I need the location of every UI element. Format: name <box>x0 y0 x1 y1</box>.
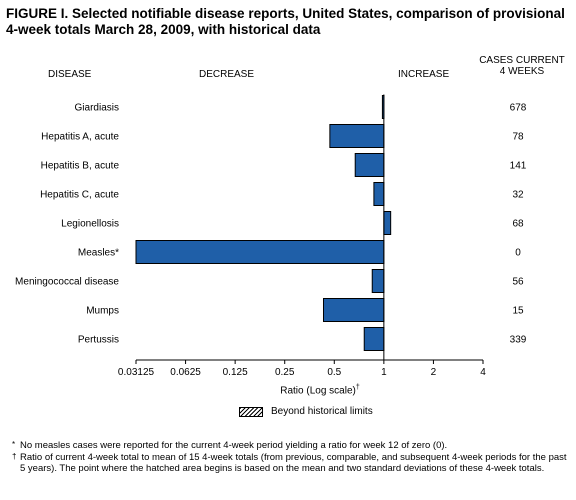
data-bar <box>354 153 385 177</box>
category-label: Meningococcal disease <box>15 277 119 288</box>
data-bar <box>383 211 392 235</box>
x-tick-label: 0.25 <box>275 367 295 378</box>
decrease-header: DECREASE <box>199 69 255 80</box>
increase-header: INCREASE <box>398 69 450 80</box>
figure-title: FIGURE I. Selected notifiable disease re… <box>6 6 565 37</box>
cases-value: 32 <box>512 190 524 201</box>
category-label: Pertussis <box>78 335 119 346</box>
footnotes: * No measles cases were reported for the… <box>12 440 568 475</box>
cases-value: 68 <box>512 219 524 230</box>
category-label: Hepatitis A, acute <box>41 132 119 143</box>
cases-value: 678 <box>510 103 527 114</box>
cases-header-line2: 4 WEEKS <box>499 66 545 77</box>
data-bar <box>373 182 385 206</box>
cases-value: 0 <box>515 248 521 259</box>
x-tick-label: 1 <box>381 367 387 378</box>
hatched-swatch-icon <box>239 406 263 417</box>
data-bar <box>322 298 385 322</box>
footnote-text: Ratio of current 4-week total to mean of… <box>20 452 567 474</box>
cases-value: 141 <box>510 161 527 172</box>
x-tick-label: 0.0625 <box>170 367 201 378</box>
x-tick-label: 0.03125 <box>118 367 155 378</box>
x-tick-label: 4 <box>480 367 486 378</box>
disease-column-header: DISEASE <box>48 69 92 80</box>
footnote-text: No measles cases were reported for the c… <box>20 440 448 451</box>
x-axis-title-text: Ratio (Log scale) <box>280 385 356 397</box>
footnote-mark: * <box>12 440 16 449</box>
footnote-mark: † <box>12 452 17 461</box>
data-bar <box>371 269 385 293</box>
category-label: Giardiasis <box>75 103 119 114</box>
cases-value: 339 <box>510 335 527 346</box>
x-axis-title: Ratio (Log scale)† <box>240 384 400 396</box>
category-label: Measles* <box>78 248 119 259</box>
category-label: Legionellosis <box>61 219 119 230</box>
data-bar <box>363 327 385 351</box>
category-label: Hepatitis B, acute <box>41 161 120 172</box>
cases-value: 15 <box>512 306 524 317</box>
category-label: Mumps <box>86 306 119 317</box>
footnote-ratio: † Ratio of current 4-week total to mean … <box>12 452 568 474</box>
x-axis-title-mark: † <box>355 384 360 391</box>
x-tick-label: 2 <box>431 367 437 378</box>
cases-column-header: CASES CURRENT 4 WEEKS <box>470 55 574 77</box>
footnote-measles: * No measles cases were reported for the… <box>12 440 568 451</box>
x-tick-label: 0.125 <box>223 367 248 378</box>
cases-header-line1: CASES CURRENT <box>479 55 565 66</box>
data-bar <box>135 240 385 264</box>
legend-label: Beyond historical limits <box>271 406 373 417</box>
x-tick-label: 0.5 <box>327 367 341 378</box>
category-label: Hepatitis C, acute <box>40 190 119 201</box>
cases-value: 56 <box>512 277 524 288</box>
data-bar <box>329 124 385 148</box>
cases-value: 78 <box>512 132 524 143</box>
legend: Beyond historical limits <box>239 406 373 417</box>
